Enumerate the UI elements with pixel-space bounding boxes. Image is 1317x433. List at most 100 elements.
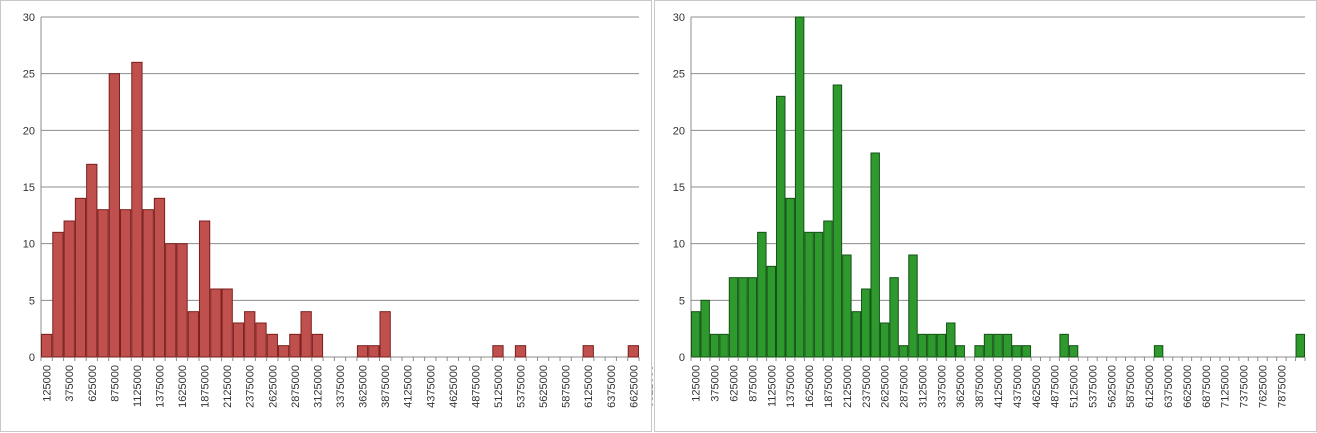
x-tick-label: 2875000	[899, 365, 911, 408]
x-tick-label: 3875000	[380, 365, 392, 408]
histogram-bar	[131, 61, 143, 358]
histogram-bar	[379, 311, 391, 358]
histogram-bar	[153, 197, 166, 358]
histogram-bar	[728, 277, 739, 358]
x-tick-label: 2625000	[880, 365, 892, 408]
x-tick-label: 4875000	[470, 365, 482, 408]
x-tick-label: 1625000	[177, 365, 189, 408]
x-tick-label: 1875000	[823, 365, 835, 408]
histogram-bar	[927, 333, 937, 358]
histogram-bar	[700, 299, 710, 358]
histogram-bar	[1012, 345, 1022, 358]
histogram-bar	[832, 84, 843, 358]
histogram-bar	[983, 333, 994, 358]
histogram-bar	[74, 197, 87, 358]
histogram-bar	[936, 333, 947, 358]
histogram-bar	[311, 333, 324, 358]
histogram-bar	[165, 243, 177, 358]
x-tick-label: 4375000	[425, 365, 437, 408]
histogram-right-chart: 0 5 10 15 20 25 30 125000 375000 625000 875000 1125…	[673, 12, 1306, 408]
histogram-bar	[813, 231, 824, 358]
histogram-bar	[804, 231, 814, 358]
x-tick-label: 3125000	[917, 365, 929, 408]
y-tick-label: 5	[29, 295, 35, 307]
histogram-bar	[232, 322, 245, 358]
x-tick-label: 3625000	[955, 365, 967, 408]
y-tick-label: 30	[23, 12, 35, 24]
x-tick-label: 1625000	[804, 365, 816, 408]
histogram-bar	[108, 73, 120, 358]
x-tick-label: 5375000	[1087, 365, 1099, 408]
histogram-bar	[492, 345, 504, 358]
x-tick-label: 4125000	[403, 365, 415, 408]
histogram-bar	[917, 333, 928, 358]
x-tick-label: 6375000	[1163, 365, 1175, 408]
histogram-bar	[955, 345, 965, 358]
x-tick-label: 4875000	[1050, 365, 1062, 408]
histogram-bar	[221, 288, 233, 358]
histogram-bar	[176, 243, 188, 358]
histogram-bar	[823, 220, 833, 358]
y-tick-label: 5	[679, 295, 685, 307]
histogram-bar	[861, 288, 871, 358]
y-tick-label: 20	[673, 125, 685, 137]
histogram-bar	[946, 322, 956, 358]
histogram-bar	[41, 333, 53, 358]
histogram-bar	[1021, 345, 1032, 358]
histogram-bar	[879, 322, 890, 358]
histogram-bar	[1295, 333, 1305, 358]
x-tick-label: 125000	[691, 365, 703, 402]
histogram-bar	[766, 265, 777, 358]
y-tick-label: 25	[23, 69, 35, 81]
histogram-left-panel: 0 5 10 15 20 25 30 125000 375000 625000 875000 1125…	[0, 0, 653, 432]
histogram-bar	[198, 220, 211, 358]
histogram-bar	[142, 209, 154, 358]
x-tick-label: 5125000	[1069, 365, 1081, 408]
x-tick-label: 6625000	[628, 365, 640, 408]
y-tick-label: 25	[673, 69, 685, 81]
x-tick-label: 5375000	[516, 365, 528, 408]
x-tick-label: 6375000	[606, 365, 618, 408]
x-tick-label: 3375000	[335, 365, 347, 408]
x-tick-label: 1125000	[132, 365, 144, 407]
x-tick-label: 4625000	[1031, 365, 1043, 408]
y-tick-label: 0	[29, 352, 35, 364]
x-tick-label: 5875000	[561, 365, 573, 408]
x-tick-label: 125000	[42, 365, 54, 402]
x-tick-label: 2125000	[222, 365, 234, 408]
x-tick-label: 5875000	[1125, 365, 1137, 408]
histogram-bar	[255, 322, 267, 358]
histogram-bar	[898, 345, 909, 358]
histogram-bar	[709, 333, 720, 358]
histogram-bar	[889, 277, 899, 358]
histogram-right-panel: 0 5 10 15 20 25 30 125000 375000 625000 875000 1125…	[654, 0, 1317, 432]
histogram-bar	[785, 197, 795, 358]
x-tick-label: 625000	[87, 365, 99, 402]
x-tick-label: 6875000	[651, 365, 653, 408]
x-tick-label: 1375000	[785, 365, 797, 408]
histogram-bar	[1153, 345, 1164, 358]
histogram-bar	[86, 163, 98, 358]
x-tick-label: 2625000	[267, 365, 279, 408]
histogram-bar	[187, 311, 199, 358]
histogram-bar	[514, 345, 527, 358]
x-tick-label: 7375000	[1239, 365, 1251, 408]
histogram-bar	[908, 254, 918, 358]
x-tick-label: 2375000	[245, 365, 257, 408]
y-tick-label: 10	[673, 239, 685, 251]
histogram-bar	[757, 231, 767, 358]
histogram-bar	[1002, 333, 1013, 358]
x-tick-label: 3125000	[312, 365, 324, 408]
x-tick-label: 1875000	[200, 365, 212, 408]
x-tick-label: 4625000	[448, 365, 460, 408]
histogram-bar	[119, 209, 132, 358]
x-tick-label: 3625000	[358, 365, 370, 408]
x-tick-label: 7125000	[1220, 365, 1232, 408]
histogram-bar	[776, 95, 786, 358]
histogram-bar	[719, 333, 729, 358]
x-tick-label: 2375000	[861, 365, 873, 408]
y-tick-label: 0	[679, 352, 685, 364]
y-tick-label: 30	[673, 12, 685, 24]
histogram-bar	[63, 220, 75, 358]
x-tick-label: 5625000	[538, 365, 550, 408]
